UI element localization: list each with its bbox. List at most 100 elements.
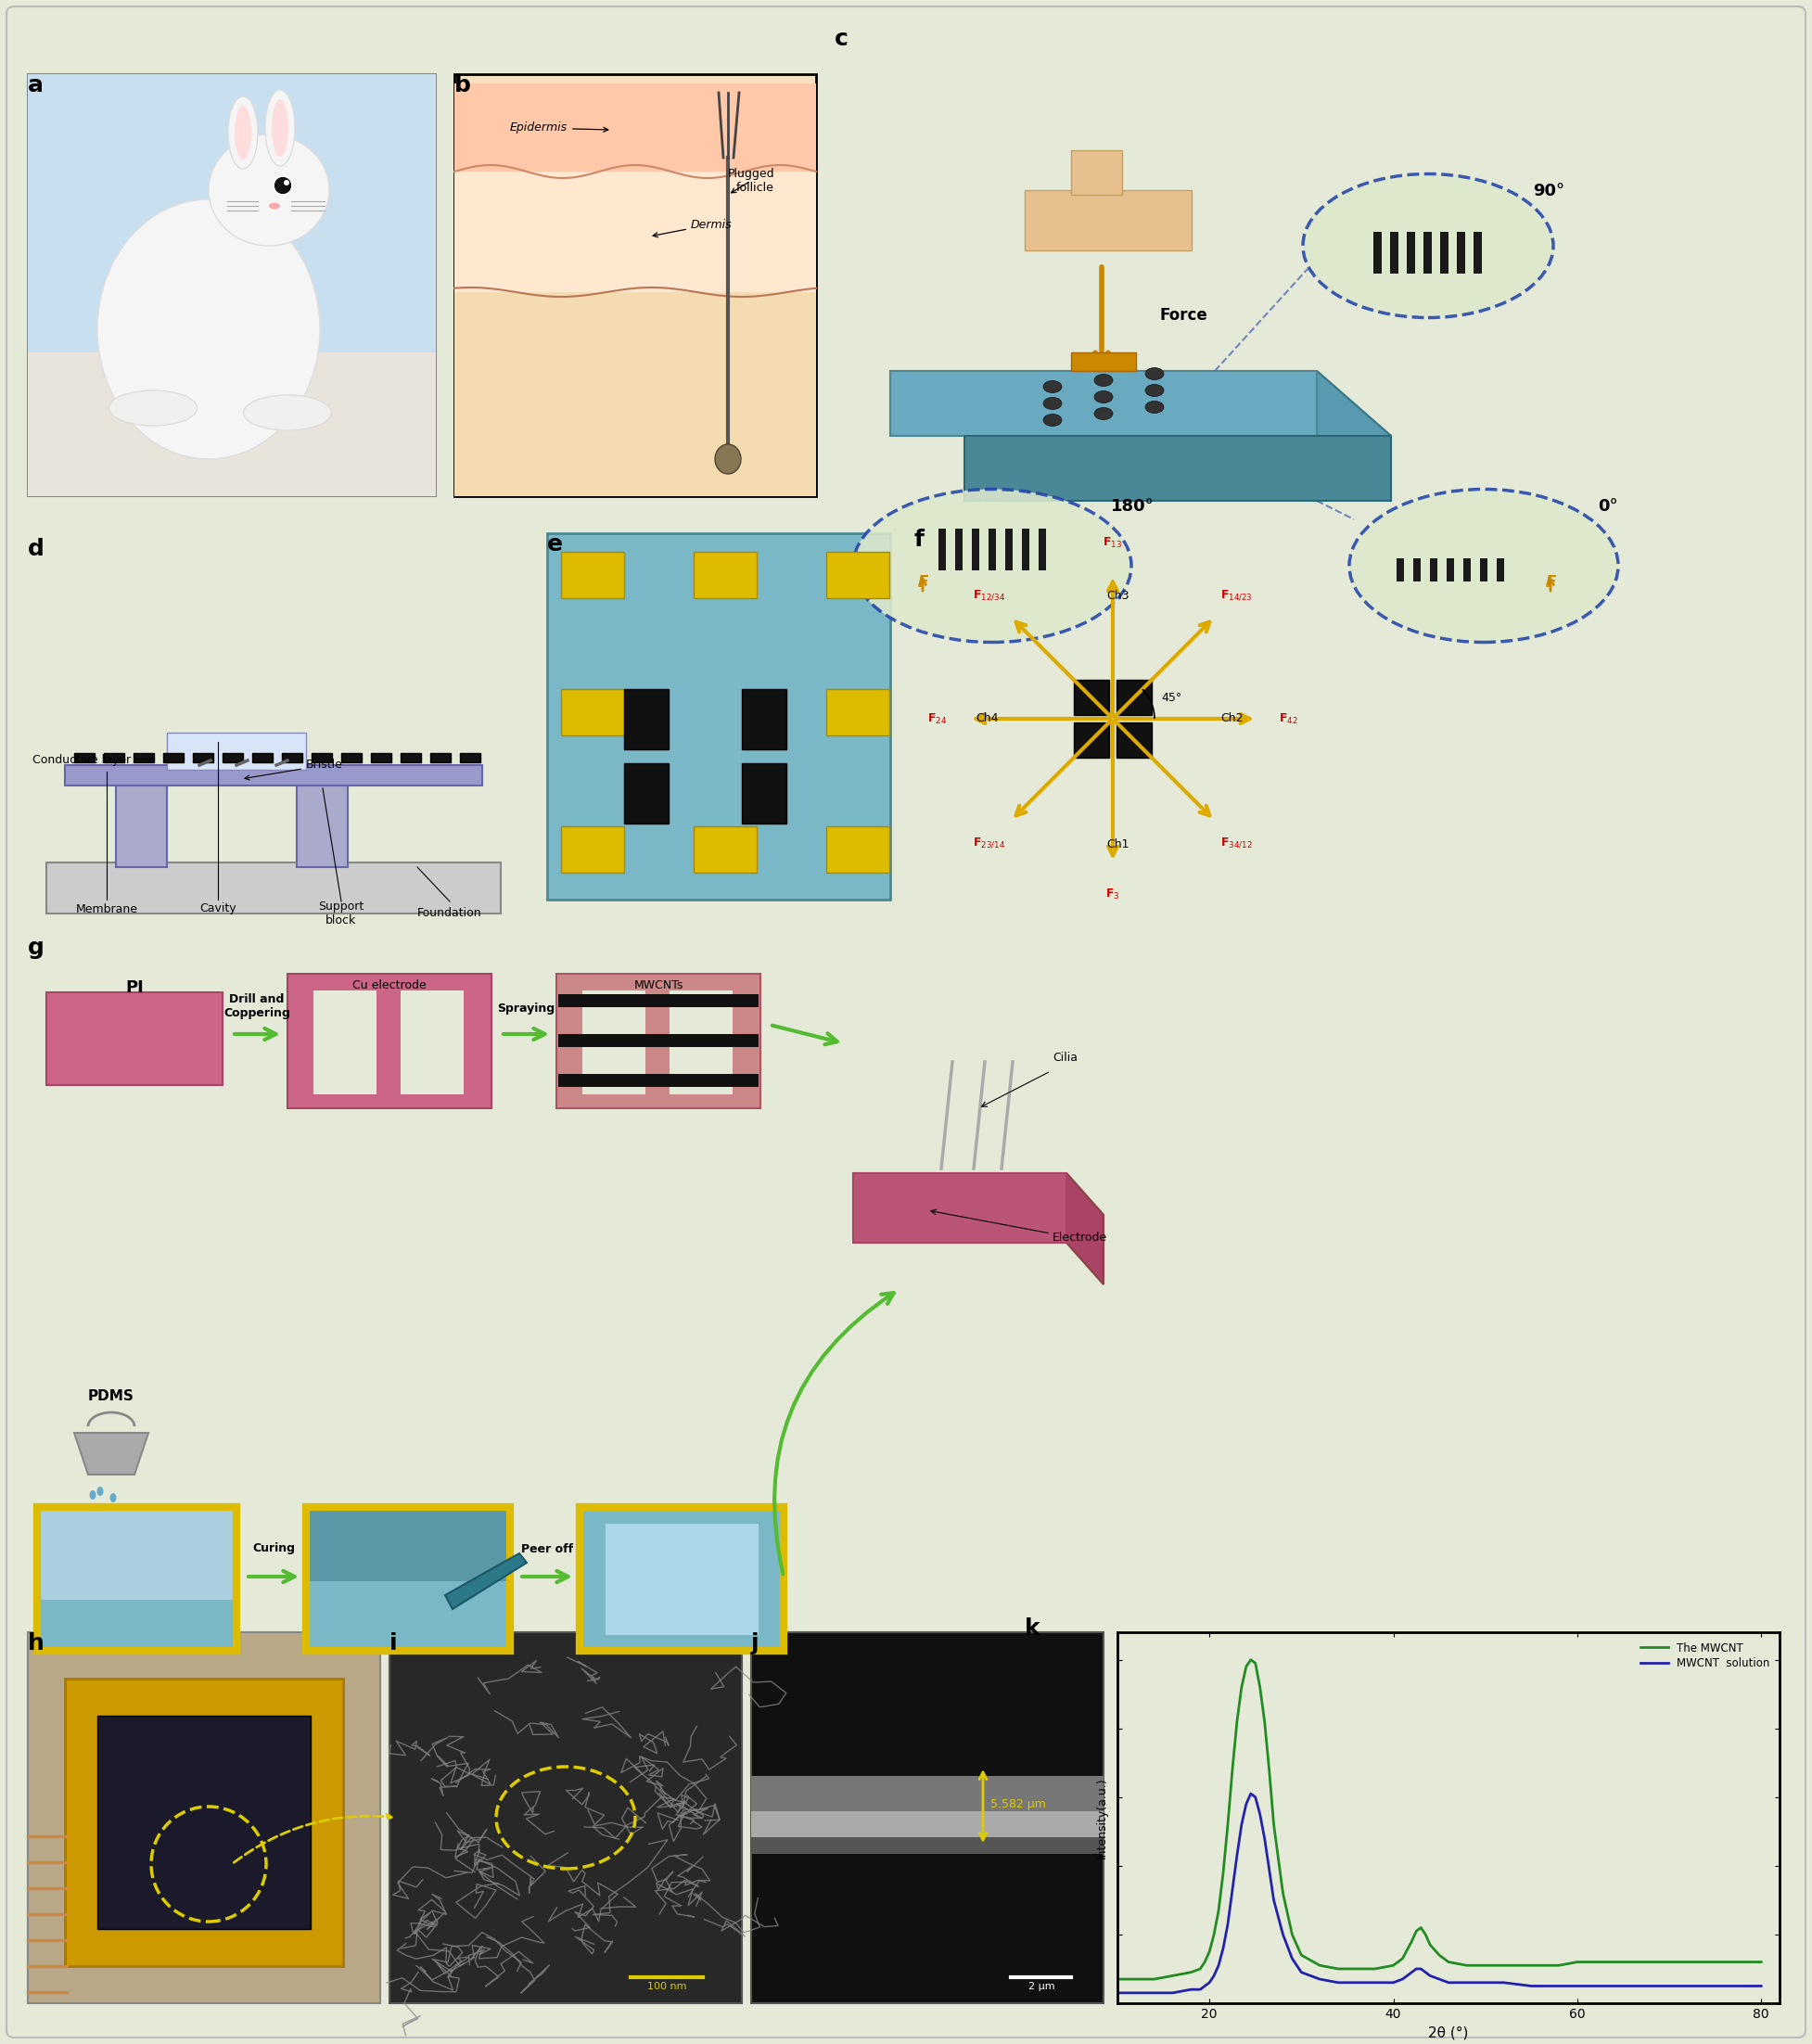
Bar	[163, 752, 183, 762]
Text: 5.582 μm: 5.582 μm	[991, 1799, 1046, 1809]
MWCNT  solution	[1401, 1960, 1422, 1985]
Bar	[306, 1506, 509, 1582]
Polygon shape	[890, 370, 1392, 435]
Text: Drill and
Coppering: Drill and Coppering	[223, 993, 290, 1020]
Bar	[192, 752, 214, 762]
MWCNT  solution	[1613, 1975, 1634, 1999]
Text: F: F	[1546, 574, 1557, 591]
Bar	[313, 991, 377, 1094]
The MWCNT	[1194, 1950, 1216, 1975]
Ellipse shape	[1094, 390, 1113, 403]
Text: Spraying: Spraying	[496, 1004, 554, 1016]
Ellipse shape	[1044, 397, 1062, 409]
Bar	[27, 74, 437, 497]
Bar	[1480, 558, 1488, 580]
Ellipse shape	[1094, 407, 1113, 419]
Text: Ch3: Ch3	[1105, 589, 1129, 601]
Bar	[694, 826, 757, 873]
Bar	[1026, 190, 1192, 251]
The MWCNT	[1308, 1954, 1330, 1979]
Bar	[752, 1811, 1104, 1838]
The MWCNT	[1221, 1758, 1243, 1782]
Bar	[1390, 231, 1399, 274]
The MWCNT	[1245, 1652, 1267, 1676]
Text: a: a	[27, 74, 43, 96]
MWCNT  solution	[1566, 1975, 1587, 1999]
The MWCNT	[1236, 1654, 1258, 1678]
Bar	[36, 1506, 237, 1652]
Text: MWCNTs: MWCNTs	[634, 979, 683, 991]
Bar	[562, 552, 623, 599]
Bar	[371, 752, 391, 762]
MWCNT  solution	[1415, 1960, 1437, 1985]
Bar	[27, 352, 437, 497]
Bar	[1430, 558, 1437, 580]
Bar	[1424, 231, 1431, 274]
The MWCNT	[1198, 1940, 1219, 1964]
Bar	[1116, 681, 1152, 715]
Text: h: h	[27, 1633, 45, 1654]
Polygon shape	[74, 1433, 149, 1474]
The MWCNT	[1209, 1899, 1230, 1923]
Ellipse shape	[1145, 384, 1163, 397]
The MWCNT	[1258, 1758, 1279, 1782]
MWCNT  solution	[1107, 1981, 1129, 2005]
Bar	[694, 552, 757, 599]
Bar	[98, 1715, 310, 1930]
Text: Conductive layer: Conductive layer	[33, 754, 154, 766]
Text: PDMS: PDMS	[89, 1388, 134, 1402]
Bar	[1413, 558, 1421, 580]
Text: Force: Force	[1160, 307, 1207, 323]
Text: c: c	[835, 29, 848, 51]
The MWCNT	[1281, 1921, 1303, 1946]
Ellipse shape	[1044, 380, 1062, 392]
Ellipse shape	[208, 135, 330, 245]
Bar	[400, 991, 464, 1094]
Bar	[562, 689, 623, 736]
Text: F: F	[917, 574, 928, 591]
Bar	[455, 84, 815, 172]
The MWCNT	[1212, 1860, 1234, 1885]
Ellipse shape	[109, 390, 198, 425]
The MWCNT	[1457, 1954, 1479, 1979]
Ellipse shape	[853, 489, 1131, 642]
The MWCNT	[1189, 1956, 1210, 1981]
MWCNT  solution	[1236, 1793, 1258, 1817]
Text: F$_{13}$: F$_{13}$	[1104, 536, 1123, 550]
Ellipse shape	[1145, 401, 1163, 413]
Bar	[455, 172, 815, 292]
MWCNT  solution	[1263, 1889, 1285, 1913]
Ellipse shape	[1303, 174, 1553, 317]
MWCNT  solution	[1410, 1956, 1431, 1981]
MWCNT  solution	[1475, 1970, 1497, 1995]
Bar	[1373, 231, 1383, 274]
The MWCNT	[1272, 1880, 1294, 1905]
The MWCNT	[1248, 1674, 1270, 1699]
Bar	[103, 752, 125, 762]
Bar	[826, 552, 890, 599]
Bar	[973, 1012, 1038, 1126]
Text: b: b	[455, 74, 471, 96]
Bar	[288, 973, 491, 1108]
MWCNT  solution	[1364, 1970, 1386, 1995]
Bar	[1406, 231, 1415, 274]
MWCNT  solution	[1326, 1970, 1348, 1995]
MWCNT  solution	[1143, 1981, 1165, 2005]
Ellipse shape	[1044, 415, 1062, 425]
The MWCNT	[1254, 1709, 1276, 1733]
MWCNT  solution	[1308, 1966, 1330, 1991]
Text: Electrode: Electrode	[1053, 1233, 1107, 1245]
Text: Support
block: Support block	[319, 901, 364, 926]
Ellipse shape	[1350, 489, 1618, 642]
MWCNT  solution	[1406, 1956, 1428, 1981]
X-axis label: 2θ (°): 2θ (°)	[1428, 2026, 1468, 2040]
Text: F$_{14/23}$: F$_{14/23}$	[1221, 589, 1252, 601]
The MWCNT	[1107, 1966, 1129, 1991]
Bar	[741, 762, 786, 824]
The MWCNT	[1547, 1954, 1569, 1979]
MWCNT  solution	[1180, 1977, 1201, 2001]
Bar	[669, 991, 732, 1094]
Bar	[47, 991, 223, 1085]
MWCNT  solution	[1239, 1782, 1261, 1807]
Text: Peer off: Peer off	[522, 1543, 573, 1555]
